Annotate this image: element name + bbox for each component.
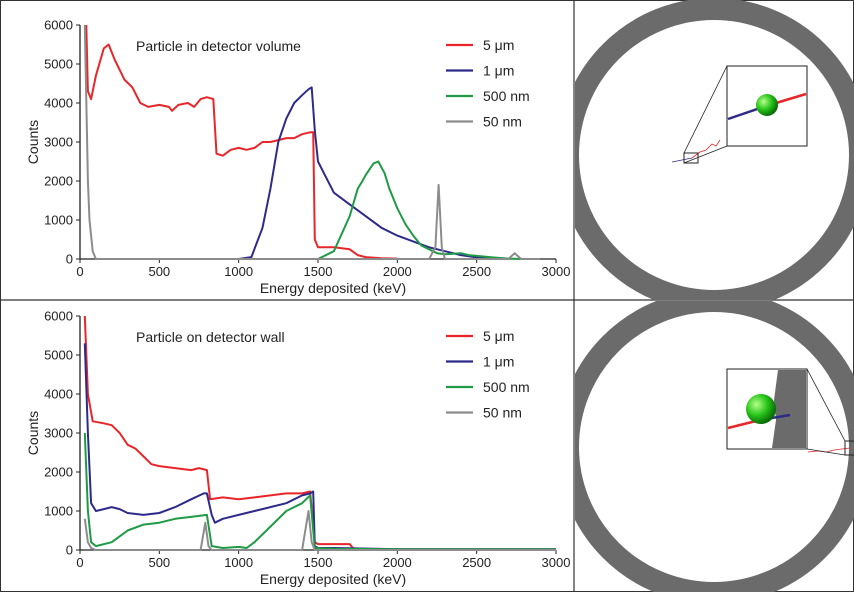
zoom-source-box [844,440,854,456]
y-tick-label: 0 [66,252,73,267]
lines-track-red [691,139,721,159]
y-tick-label: 1000 [44,504,73,519]
x-tick-label: 0 [76,264,83,279]
detector-illustration-bottom [575,301,854,592]
x-tick-label: 1000 [224,555,253,570]
detector-wall-zoomed [772,370,806,448]
lines-track-blue [671,157,693,163]
chart-detector-wall: 0 1000 2000 3000 4000 5000 6000 0 500 1000 1500 200… [25,309,570,588]
zoom-source-box [683,152,699,164]
legend-label-50nm: 50 nm [483,405,522,421]
x-tick-label: 2500 [462,555,491,570]
detector-ring [575,0,854,300]
y-tick-label: 4000 [44,96,73,111]
series-line-50nm [83,24,541,260]
y-tick-label: 5000 [44,348,73,363]
y-tick-label: 4000 [44,387,73,402]
zoom-guide-line [683,65,728,154]
y-tick-label: 2000 [44,174,73,189]
y-tick-label: 2000 [44,465,73,480]
series-line-50nm [83,510,556,551]
legend-label-500nm: 500 nm [483,88,530,104]
x-tick-label: 0 [76,555,83,570]
legend-label-1um: 1 μm [483,63,514,79]
series-line-1um [238,86,509,260]
zoom-guide-line [806,448,846,456]
legend-label-5um: 5 μm [483,37,514,53]
x-tick-label: 3000 [542,264,571,279]
y-axis-label: Counts [25,411,41,455]
chart-title: Particle on detector wall [136,329,285,345]
series-line-5um [83,315,556,551]
x-tick-label: 2500 [462,264,491,279]
zoom-guide-line [683,145,728,164]
y-tick-label: 1000 [44,213,73,228]
y-tick-label: 0 [66,543,73,558]
legend-label-5um: 5 μm [483,328,514,344]
detector-ring [575,301,854,592]
zoom-guide-line [806,368,846,442]
y-axis-label: Counts [25,120,41,164]
y-tick-label: 3000 [44,135,73,150]
x-axis-label: Energy deposited (keV) [260,571,406,587]
x-tick-label: 1000 [224,264,253,279]
series-line-500nm [83,432,556,551]
x-tick-label: 500 [148,264,170,279]
y-tick-label: 6000 [44,18,73,33]
x-tick-label: 1500 [304,555,333,570]
legend-label-500nm: 500 nm [483,379,530,395]
y-tick-label: 5000 [44,57,73,72]
x-tick-label: 1500 [304,264,333,279]
legend-label-50nm: 50 nm [483,114,522,130]
y-tick-label: 3000 [44,426,73,441]
x-tick-label: 2000 [383,555,412,570]
detector-illustration-top [575,0,854,300]
particle-sphere [746,394,776,424]
chart-title: Particle in detector volume [136,38,301,54]
x-tick-label: 500 [148,555,170,570]
x-tick-label: 2000 [383,264,412,279]
series-line-1um [83,343,556,551]
x-tick-label: 3000 [542,555,571,570]
series-line-5um [85,24,398,260]
chart-detector-volume: 0 1000 2000 3000 4000 5000 6000 0 500 1000 1500 200… [25,18,570,297]
lines-track-red [807,447,851,453]
particle-sphere [756,94,778,116]
x-axis-label: Energy deposited (keV) [260,280,406,296]
y-tick-label: 6000 [44,309,73,324]
series-line-500nm [317,160,525,260]
legend-label-1um: 1 μm [483,354,514,370]
